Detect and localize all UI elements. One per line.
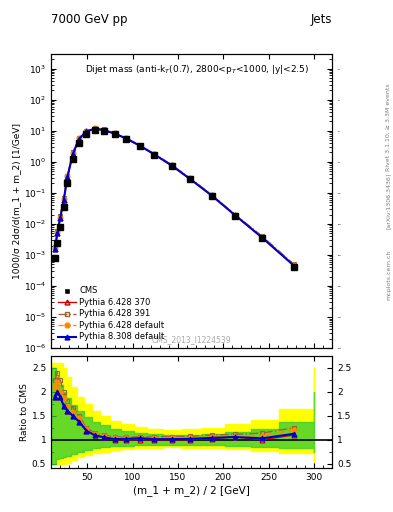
- Text: [arXiv:1306.3436]: [arXiv:1306.3436]: [386, 173, 391, 229]
- Y-axis label: Ratio to CMS: Ratio to CMS: [20, 383, 29, 441]
- X-axis label: (m_1 + m_2) / 2 [GeV]: (m_1 + m_2) / 2 [GeV]: [133, 485, 250, 496]
- Text: mcplots.cern.ch: mcplots.cern.ch: [386, 249, 391, 300]
- Text: Rivet 3.1.10, ≥ 3.3M events: Rivet 3.1.10, ≥ 3.3M events: [386, 83, 391, 171]
- Text: 7000 GeV pp: 7000 GeV pp: [51, 13, 128, 26]
- Text: Dijet mass (anti-k$_T$(0.7), 2800<p$_T$<1000, |y|<2.5): Dijet mass (anti-k$_T$(0.7), 2800<p$_T$<…: [85, 62, 309, 76]
- Text: Jets: Jets: [310, 13, 332, 26]
- Y-axis label: 1000/σ 2dσ/d(m_1 + m_2) [1/GeV]: 1000/σ 2dσ/d(m_1 + m_2) [1/GeV]: [12, 123, 21, 279]
- Text: CMS_2013_I1224539: CMS_2013_I1224539: [152, 335, 231, 344]
- Legend: CMS, Pythia 6.428 370, Pythia 6.428 391, Pythia 6.428 default, Pythia 8.308 defa: CMS, Pythia 6.428 370, Pythia 6.428 391,…: [55, 284, 167, 344]
